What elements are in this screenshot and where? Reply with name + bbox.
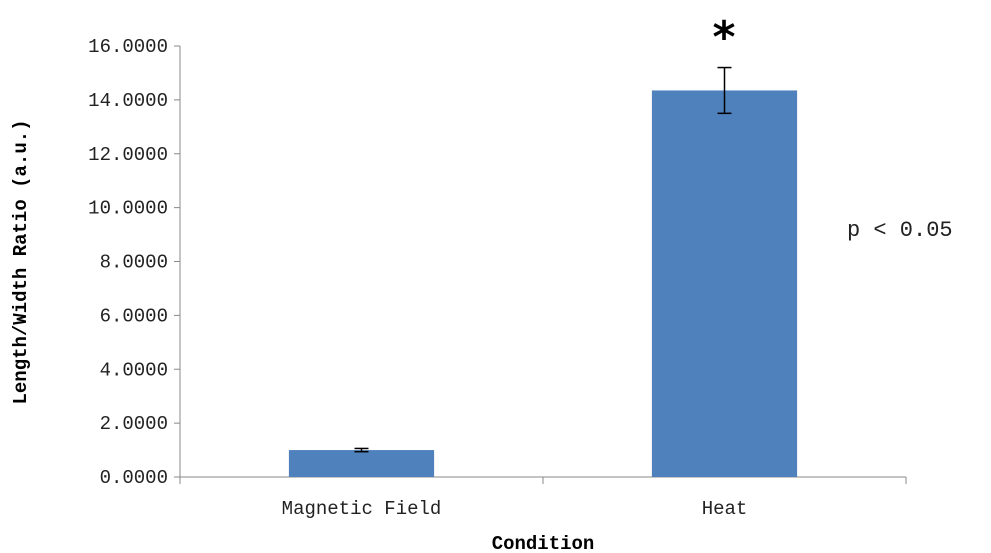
y-tick-label: 4.0000	[100, 359, 168, 381]
p-value-annotation: p < 0.05	[847, 218, 953, 243]
y-tick-label: 12.0000	[88, 144, 168, 166]
labels-layer: 0.0000 2.0000 4.0000 6.0000 8.0000 10.0000 12.…	[88, 36, 747, 520]
y-tick-label: 0.0000	[100, 467, 168, 489]
y-axis-title: Length/Width Ratio (a.u.)	[10, 119, 32, 404]
bars-layer	[288, 90, 798, 478]
y-tick-label: 14.0000	[88, 90, 168, 112]
bar	[288, 450, 435, 477]
x-tick-label: Magnetic Field	[282, 498, 442, 520]
y-tick-label: 8.0000	[100, 252, 168, 274]
error-bars-layer	[354, 66, 732, 453]
y-tick-label: 10.0000	[88, 198, 168, 220]
x-axis-title: Condition	[492, 533, 595, 553]
y-tick-label: 2.0000	[100, 413, 168, 435]
y-tick-label: 16.0000	[88, 36, 168, 58]
y-tick-label: 6.0000	[100, 305, 168, 327]
significance-marker: *	[712, 12, 735, 63]
x-tick-label: Heat	[702, 498, 748, 520]
bar	[651, 90, 798, 478]
